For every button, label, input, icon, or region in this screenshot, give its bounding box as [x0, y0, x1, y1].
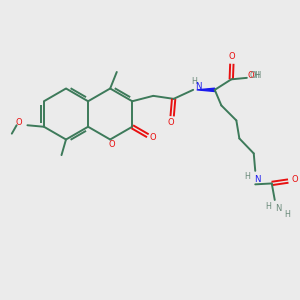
Text: O: O: [229, 52, 235, 61]
Text: N: N: [195, 82, 202, 91]
Text: H: H: [191, 77, 197, 86]
Text: O: O: [150, 133, 157, 142]
Text: H: H: [254, 71, 260, 80]
Text: O: O: [168, 118, 175, 127]
Text: O: O: [248, 71, 254, 80]
Polygon shape: [197, 88, 215, 91]
Text: O: O: [108, 140, 115, 149]
Text: H: H: [284, 210, 290, 219]
Text: H: H: [265, 202, 271, 211]
Text: N: N: [254, 175, 261, 184]
Text: OH: OH: [249, 71, 262, 80]
Text: H: H: [244, 172, 250, 181]
Text: O: O: [15, 118, 22, 127]
Text: O: O: [292, 175, 298, 184]
Text: N: N: [275, 204, 281, 213]
